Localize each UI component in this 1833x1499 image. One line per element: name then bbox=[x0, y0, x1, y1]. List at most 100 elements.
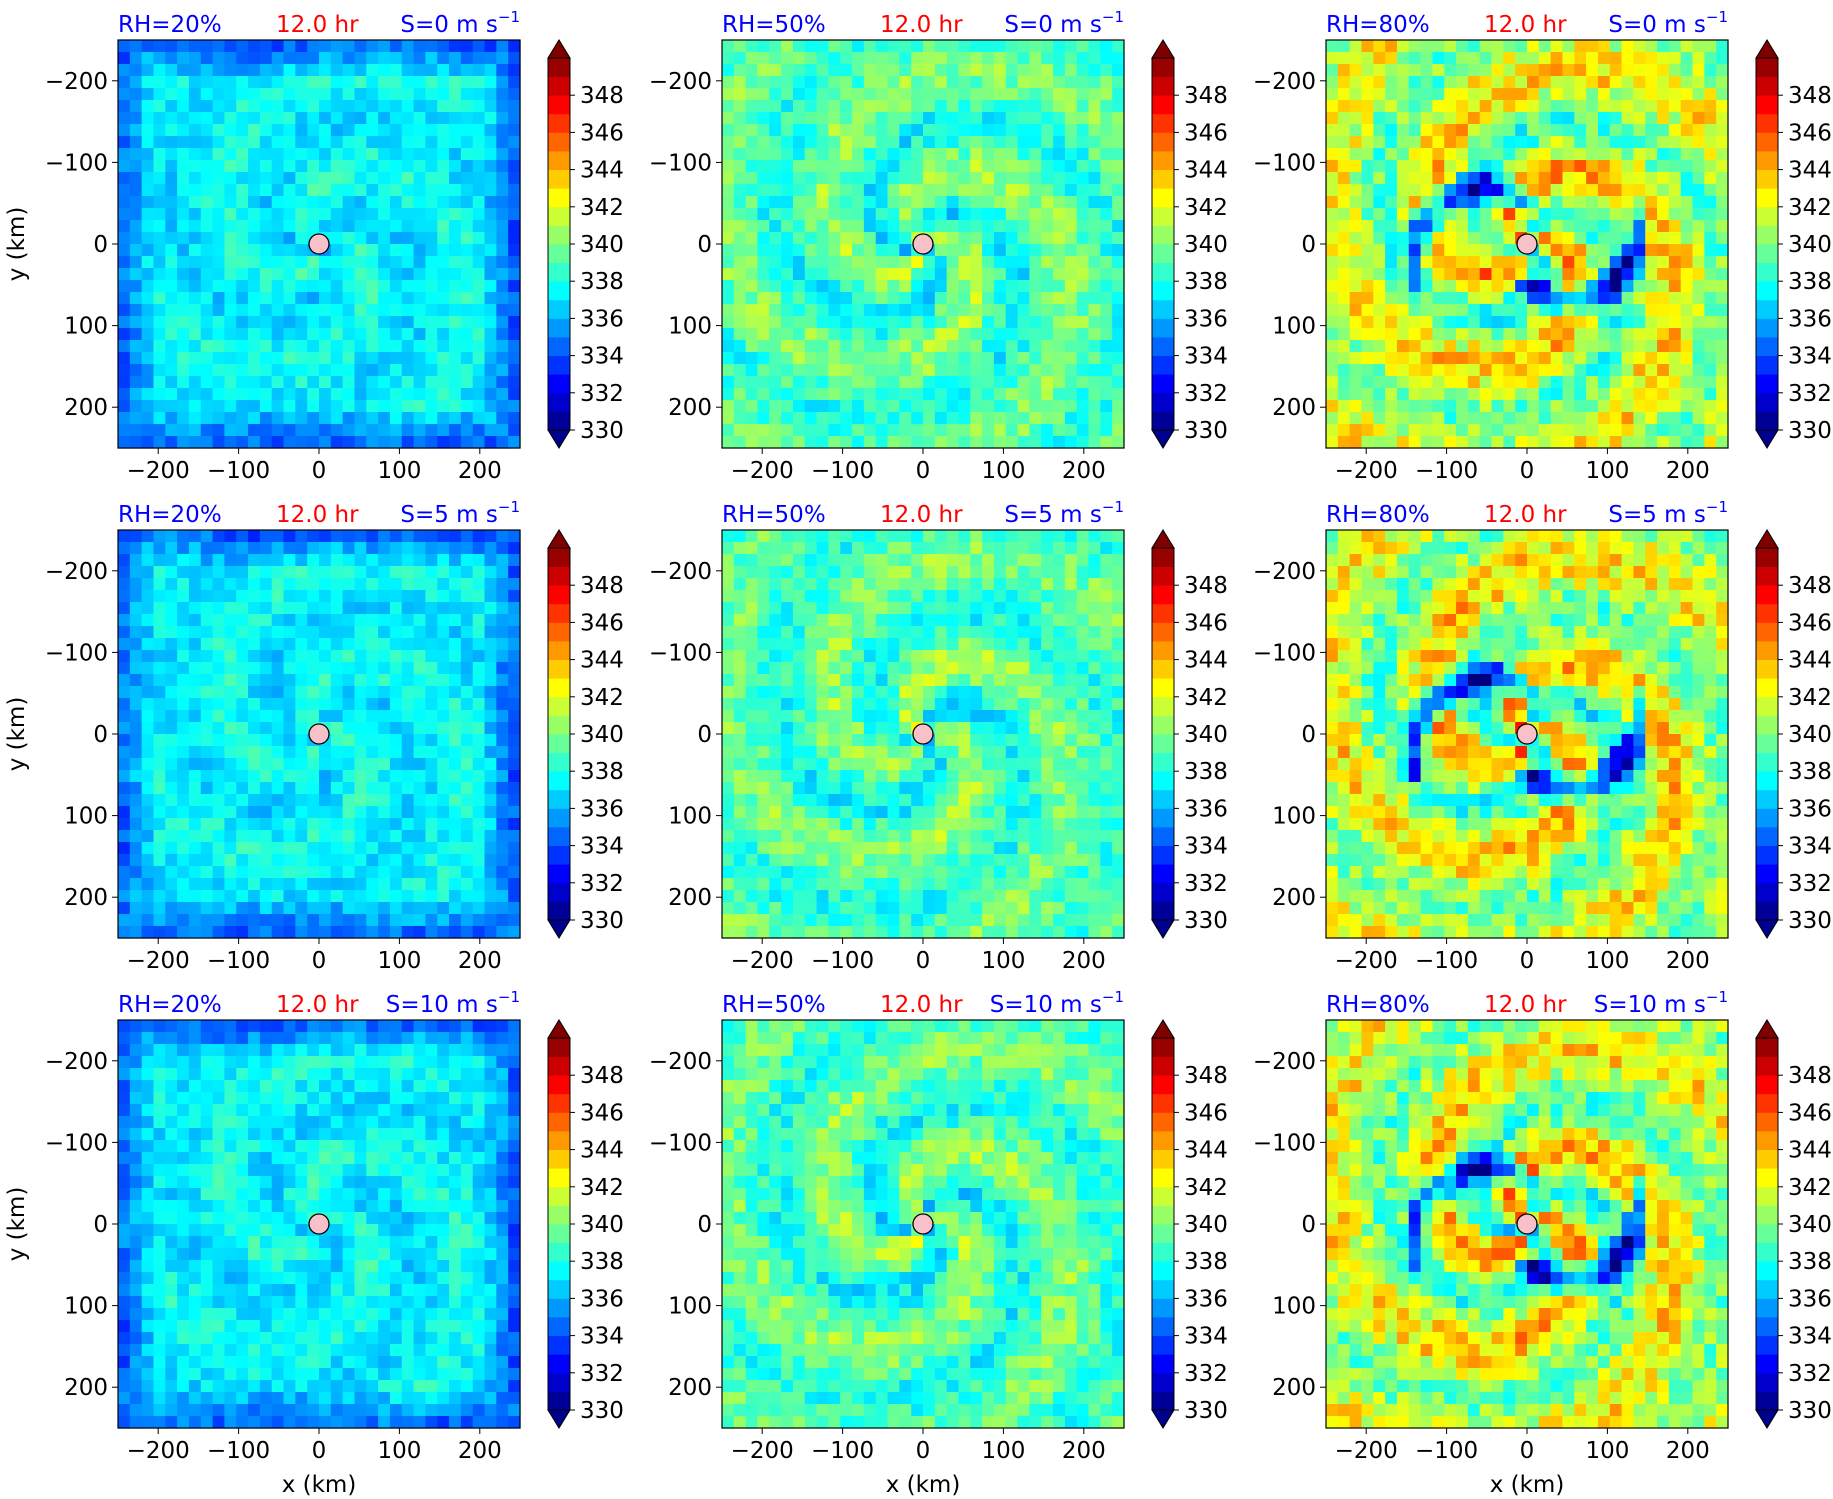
heatmap-cell bbox=[1397, 364, 1409, 377]
heatmap-cell bbox=[248, 376, 260, 389]
heatmap-cell bbox=[958, 328, 970, 341]
heatmap-cell bbox=[165, 566, 177, 579]
heatmap-cell bbox=[1539, 124, 1551, 137]
heatmap-cell bbox=[177, 710, 189, 723]
heatmap-cell bbox=[130, 340, 142, 353]
heatmap-cell bbox=[213, 280, 225, 293]
heatmap-cell bbox=[260, 256, 272, 269]
heatmap-cell bbox=[876, 328, 888, 341]
heatmap-cell bbox=[177, 52, 189, 65]
heatmap-cell bbox=[366, 662, 378, 675]
heatmap-cell bbox=[1444, 184, 1456, 197]
heatmap-cell bbox=[307, 160, 319, 173]
heatmap-cell bbox=[473, 626, 485, 639]
heatmap-cell bbox=[319, 124, 331, 137]
heatmap-cell bbox=[793, 208, 805, 221]
heatmap-cell bbox=[852, 412, 864, 425]
heatmap-cell bbox=[1480, 256, 1492, 269]
heatmap-cell bbox=[307, 112, 319, 125]
heatmap-cell bbox=[461, 902, 473, 915]
heatmap-cell bbox=[248, 100, 260, 113]
heatmap-cell bbox=[781, 376, 793, 389]
heatmap-cell bbox=[343, 436, 355, 449]
heatmap-cell bbox=[224, 316, 236, 329]
heatmap-cell bbox=[1018, 136, 1030, 149]
heatmap-cell bbox=[331, 400, 343, 413]
heatmap-cell bbox=[982, 244, 994, 257]
heatmap-cell bbox=[994, 136, 1006, 149]
heatmap-cell bbox=[177, 734, 189, 747]
heatmap-cell bbox=[1669, 244, 1681, 257]
heatmap-cell bbox=[722, 148, 734, 161]
heatmap-cell bbox=[343, 148, 355, 161]
heatmap-cell bbox=[1041, 316, 1053, 329]
heatmap-cell bbox=[1112, 352, 1124, 365]
heatmap-cell bbox=[260, 914, 272, 927]
heatmap-cell bbox=[485, 926, 497, 939]
heatmap-cell bbox=[449, 746, 461, 759]
heatmap-cell bbox=[1551, 424, 1563, 437]
heatmap-cell bbox=[1361, 100, 1373, 113]
colorbar-level bbox=[1152, 356, 1174, 375]
heatmap-cell bbox=[899, 196, 911, 209]
heatmap-cell bbox=[153, 208, 165, 221]
heatmap-cell bbox=[142, 614, 154, 627]
heatmap-cell bbox=[1006, 292, 1018, 305]
heatmap-cell bbox=[236, 256, 248, 269]
heatmap-cell bbox=[272, 638, 284, 651]
heatmap-cell bbox=[402, 602, 414, 615]
heatmap-cell bbox=[319, 100, 331, 113]
heatmap-cell bbox=[201, 818, 213, 831]
heatmap-cell bbox=[805, 232, 817, 245]
heatmap-cell bbox=[118, 268, 130, 281]
heatmap-cell bbox=[1562, 328, 1574, 341]
heatmap-cell bbox=[1539, 400, 1551, 413]
heatmap-cell bbox=[828, 412, 840, 425]
heatmap-cell bbox=[1574, 256, 1586, 269]
heatmap-cell bbox=[1515, 136, 1527, 149]
heatmap-cell bbox=[1041, 208, 1053, 221]
heatmap-cell bbox=[1409, 316, 1421, 329]
heatmap-cell bbox=[331, 866, 343, 879]
heatmap-cell bbox=[1693, 292, 1705, 305]
heatmap-cell bbox=[1551, 328, 1563, 341]
heatmap-cell bbox=[994, 100, 1006, 113]
heatmap-cell bbox=[947, 340, 959, 353]
heatmap-cell bbox=[1681, 268, 1693, 281]
heatmap-cell bbox=[236, 590, 248, 603]
heatmap-cell bbox=[781, 136, 793, 149]
heatmap-cell bbox=[461, 734, 473, 747]
heatmap-cell bbox=[414, 914, 426, 927]
colorbar-level bbox=[548, 567, 570, 586]
heatmap-cell bbox=[354, 830, 366, 843]
heatmap-cell bbox=[923, 220, 935, 233]
heatmap-cell bbox=[272, 554, 284, 567]
heatmap-cell bbox=[769, 40, 781, 53]
heatmap-cell bbox=[366, 806, 378, 819]
heatmap-cell bbox=[437, 160, 449, 173]
heatmap-cell bbox=[260, 614, 272, 627]
heatmap-cell bbox=[319, 400, 331, 413]
heatmap-cell bbox=[260, 268, 272, 281]
colorbar-level bbox=[548, 846, 570, 865]
heatmap-cell bbox=[378, 220, 390, 233]
heatmap-cell bbox=[1527, 136, 1539, 149]
heatmap-cell bbox=[331, 328, 343, 341]
heatmap-cell bbox=[449, 292, 461, 305]
heatmap-cell bbox=[1598, 64, 1610, 77]
heatmap-cell bbox=[485, 890, 497, 903]
heatmap-cell bbox=[1622, 388, 1634, 401]
colorbar-level bbox=[1756, 58, 1778, 77]
heatmap-cell bbox=[1468, 40, 1480, 53]
heatmap-cell bbox=[1539, 64, 1551, 77]
heatmap-cell bbox=[1480, 304, 1492, 317]
heatmap-cell bbox=[295, 424, 307, 437]
heatmap-cell bbox=[485, 388, 497, 401]
heatmap-cell bbox=[769, 388, 781, 401]
heatmap-cell bbox=[1065, 292, 1077, 305]
heatmap-cell bbox=[1551, 196, 1563, 209]
heatmap-cell bbox=[1562, 412, 1574, 425]
heatmap-cell bbox=[1716, 76, 1728, 89]
heatmap-cell bbox=[378, 292, 390, 305]
heatmap-cell bbox=[1077, 76, 1089, 89]
